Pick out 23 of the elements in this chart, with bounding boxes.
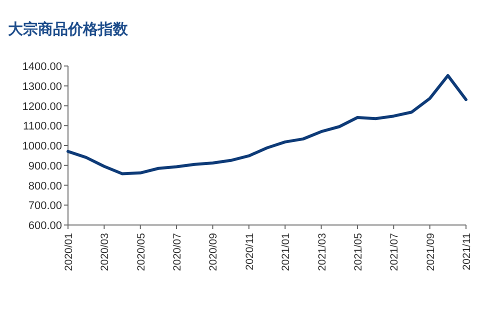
y-tick-label: 1200.00: [22, 100, 62, 113]
x-tick-label: 2020/05: [135, 232, 148, 271]
y-tick-label: 800.00: [28, 180, 62, 192]
y-tick-label: 700.00: [28, 200, 62, 212]
line-series: [66, 74, 468, 176]
x-tick-label: 2021/11: [461, 232, 473, 270]
x-tick-label: 2020/07: [172, 232, 184, 271]
x-tick-label: 2020/03: [99, 232, 112, 271]
y-tick-label: 1300.00: [22, 80, 62, 93]
y-tick-label: 1100.00: [23, 120, 62, 133]
x-tick-label: 2020/01: [63, 232, 75, 271]
y-tick-label: 1000.00: [22, 140, 62, 152]
x-tick-label: 2021/09: [424, 232, 437, 271]
x-tick-label: 2020/09: [208, 232, 220, 271]
chart-title: 大宗商品价格指数: [8, 20, 129, 38]
x-tick-label: 2021/01: [280, 232, 292, 271]
y-tick-label: 1400.00: [22, 61, 62, 73]
x-tick-label: 2021/07: [388, 232, 401, 271]
x-tick-label: 2021/03: [316, 232, 328, 271]
y-tick-label: 900.00: [28, 160, 62, 172]
x-tick-label: 2020/11: [244, 232, 256, 270]
y-tick-label: 600.00: [28, 220, 62, 232]
x-tick-label: 2021/05: [352, 232, 364, 271]
